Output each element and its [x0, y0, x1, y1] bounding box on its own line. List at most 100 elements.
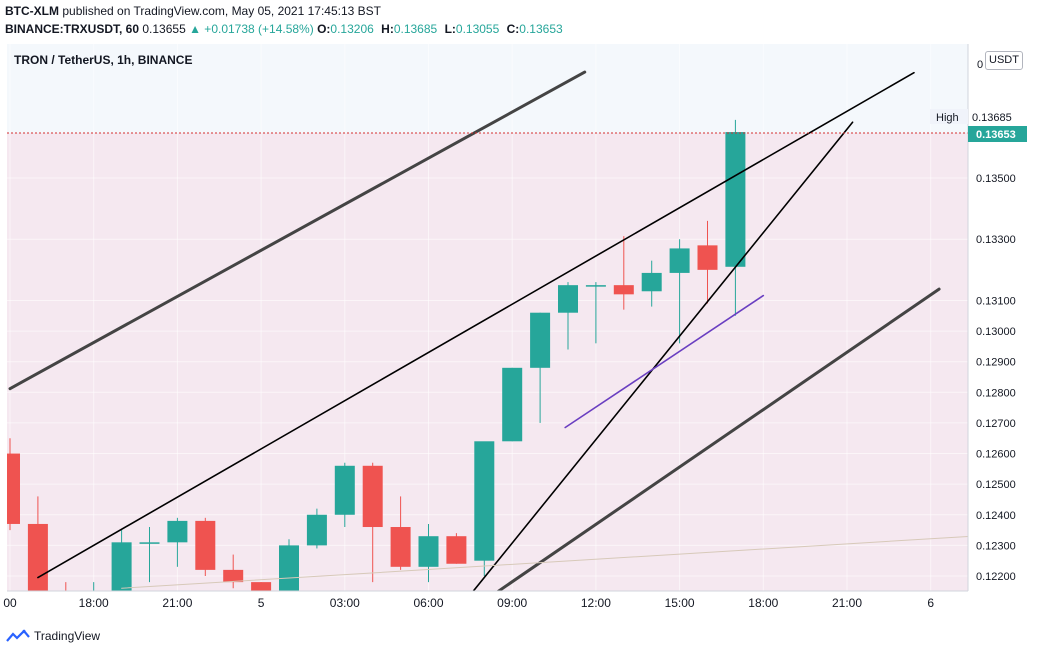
candle-down: [223, 554, 244, 589]
tradingview-brand-text: TradingView: [34, 629, 101, 643]
candle-body: [641, 272, 662, 292]
candle-body: [111, 542, 132, 591]
price-change: ▲ +0.01738 (+14.58%): [189, 22, 314, 36]
ohlc-high-value: 0.13685: [393, 22, 438, 36]
chart-title: TRON / TetherUS, 1h, BINANCE: [14, 53, 193, 67]
candle-up: [641, 260, 662, 307]
price-tick-label: 0.12700: [976, 418, 1016, 430]
price-tick-label: 0.13300: [976, 234, 1016, 246]
candle-body: [474, 441, 495, 561]
lower-channel-line[interactable]: [496, 287, 941, 591]
candle-body: [446, 536, 467, 564]
candle-up: [334, 462, 355, 528]
candlestick-series: [7, 119, 746, 616]
time-tick-label: 21:00: [162, 596, 192, 610]
steep-support-line[interactable]: [472, 121, 854, 591]
price-tick-label: 0.12900: [976, 357, 1016, 369]
ohlc-high-label: H:: [381, 22, 394, 36]
time-tick-label: 06:00: [413, 596, 443, 610]
candle-body: [362, 465, 383, 528]
tradingview-logo-icon: [6, 629, 30, 642]
currency-selector[interactable]: USDT: [985, 51, 1023, 70]
last-price: 0.13655: [142, 22, 186, 36]
candle-body: [279, 545, 299, 591]
candle-body: [390, 527, 411, 567]
candle-up: [474, 441, 495, 576]
upper-channel-line[interactable]: [8, 70, 587, 391]
candle-up: [279, 539, 299, 591]
purple-trend-line[interactable]: [564, 294, 765, 429]
candle-body: [306, 514, 327, 546]
candle-body: [558, 285, 578, 313]
ohlc-close-value: 0.13653: [519, 22, 563, 36]
footer-brand[interactable]: TradingView: [6, 626, 100, 646]
candle-up: [725, 119, 746, 316]
candle-body: [167, 520, 188, 543]
candle-body: [195, 520, 216, 570]
price-axis[interactable]: 0.13500 0.13300 0.13100 0.13000 0.12900 0.128…: [976, 173, 1016, 583]
candle-body: [725, 132, 746, 267]
candle-body: [7, 453, 20, 524]
candle-body: [139, 542, 160, 544]
current-price-badge: [968, 126, 1027, 142]
ohlc-low-value: 0.13055: [455, 22, 500, 36]
time-tick-label: 15:00: [665, 596, 695, 610]
candle-up: [139, 527, 160, 583]
candle-body: [669, 248, 690, 273]
price-tick-label: 0.12500: [976, 479, 1016, 491]
price-tick-label: 0.13100: [976, 295, 1016, 307]
candle-up: [111, 530, 132, 591]
candle-up: [669, 239, 690, 344]
ohlc-low-label: L:: [444, 22, 456, 36]
price-tick-label: 0.12200: [976, 571, 1016, 583]
price-tick-label: 0.12800: [976, 387, 1016, 399]
candle-up: [585, 282, 606, 344]
candle-down: [251, 582, 272, 591]
high-label-box: [930, 109, 968, 124]
candle-body: [613, 285, 634, 295]
middle-channel-line[interactable]: [37, 71, 915, 579]
candle-down: [390, 496, 411, 570]
time-tick-label: 18:00: [748, 596, 778, 610]
time-tick-label: 03:00: [330, 596, 360, 610]
high-value: 0.13685: [972, 112, 1012, 124]
candle-body: [697, 245, 718, 270]
ohlc-open-label: O:: [317, 22, 331, 36]
time-tick-label: 00: [3, 596, 17, 610]
symbol-line: BINANCE:TRXUSDT, 60: [5, 22, 140, 36]
chart-header: BTC-XLM published on TradingView.com, Ma…: [0, 0, 1046, 42]
price-chart[interactable]: 0.13500 0.13300 0.13100 0.13000 0.12900 0.128…: [0, 0, 1046, 620]
trendlines[interactable]: [8, 70, 973, 591]
candle-up: [502, 367, 523, 442]
publisher-name[interactable]: BTC-XLM: [5, 4, 59, 18]
time-tick-label: 5: [258, 596, 265, 610]
candle-body: [585, 285, 606, 287]
time-axis[interactable]: 00 18:00 21:00 5 03:00 06:00 09:00 12:00 15:00 18…: [3, 596, 934, 610]
plot-background-upper: [7, 44, 968, 133]
publish-info: BTC-XLM published on TradingView.com, Ma…: [5, 4, 381, 18]
candle-up: [306, 508, 327, 549]
published-text: published on TradingView.com, May 05, 20…: [62, 4, 381, 18]
ohlc-open-value: 0.13206: [330, 22, 374, 36]
candle-up: [418, 523, 439, 583]
candle-down: [7, 438, 20, 531]
faint-long-term-line[interactable]: [121, 535, 973, 589]
candle-body: [502, 367, 523, 442]
time-tick-label: 09:00: [497, 596, 527, 610]
price-tick-label: 0.12600: [976, 449, 1016, 461]
candle-down: [613, 236, 634, 310]
candle-up: [558, 282, 578, 350]
ohlc-close-label: C:: [506, 22, 520, 36]
candle-down: [195, 517, 216, 576]
candle-up: [93, 582, 95, 591]
candle-down: [56, 582, 76, 616]
candle-up: [530, 312, 551, 423]
time-tick-label: 21:00: [832, 596, 862, 610]
time-tick-label: 18:00: [79, 596, 109, 610]
candle-down: [362, 462, 383, 583]
symbol-info: BINANCE:TRXUSDT, 60 0.13655 ▲ +0.01738 (…: [5, 22, 567, 36]
price-tick-label: 0.13500: [976, 173, 1016, 185]
time-tick-label: 6: [927, 596, 934, 610]
candle-body: [251, 582, 272, 591]
candle-body: [56, 613, 76, 616]
